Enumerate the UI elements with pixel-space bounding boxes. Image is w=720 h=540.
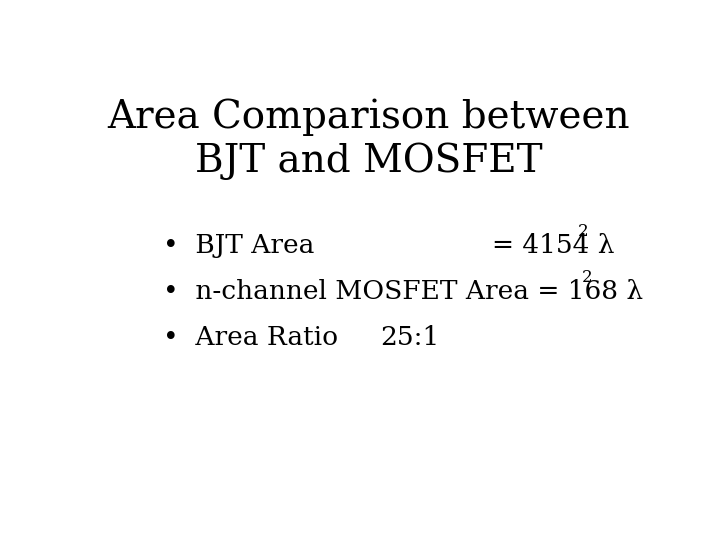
Text: Area Comparison between
BJT and MOSFET: Area Comparison between BJT and MOSFET	[108, 98, 630, 180]
Text: 25:1: 25:1	[380, 325, 439, 349]
Text: •  BJT Area: • BJT Area	[163, 233, 314, 258]
Text: = 4154 λ: = 4154 λ	[492, 233, 614, 258]
Text: •  n-channel MOSFET Area = 168 λ: • n-channel MOSFET Area = 168 λ	[163, 279, 643, 304]
Text: •  Area Ratio: • Area Ratio	[163, 325, 338, 349]
Text: 2: 2	[578, 223, 588, 240]
Text: 2: 2	[582, 269, 593, 286]
